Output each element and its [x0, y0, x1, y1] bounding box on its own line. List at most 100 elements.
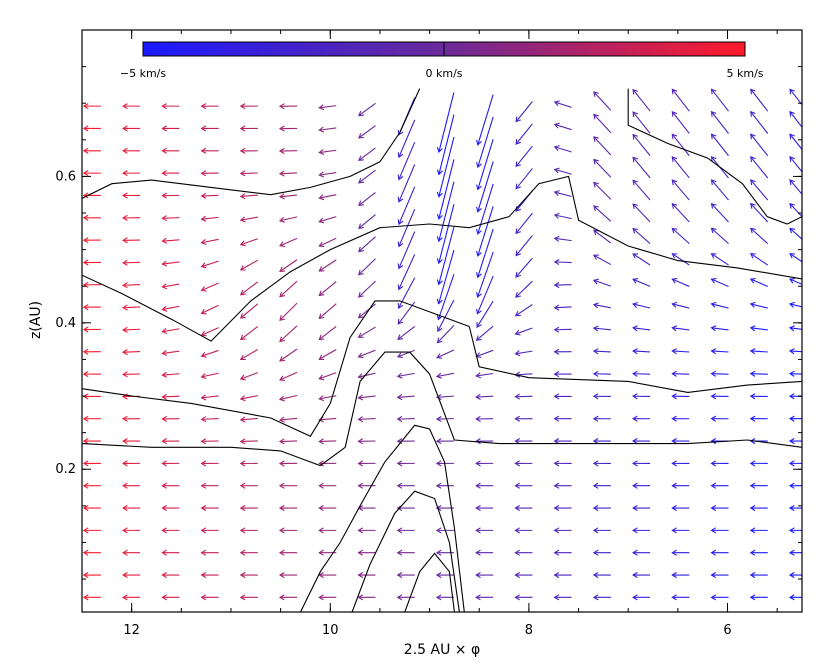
- velocity-arrow: [751, 279, 768, 287]
- velocity-arrow: [516, 168, 532, 188]
- velocity-arrow: [633, 461, 650, 466]
- velocity-arrow: [515, 528, 532, 533]
- velocity-arrow: [751, 89, 768, 111]
- velocity-arrow: [84, 327, 101, 332]
- velocity-arrow: [633, 112, 650, 133]
- colorbar-min-label: −5 km/s: [120, 67, 167, 80]
- velocity-arrow: [202, 171, 219, 176]
- velocity-arrow: [202, 216, 219, 221]
- velocity-arrow: [123, 550, 140, 555]
- arrow-shaft: [478, 95, 493, 145]
- velocity-arrow: [751, 349, 768, 354]
- velocity-arrow: [515, 439, 532, 444]
- velocity-arrow: [516, 213, 532, 233]
- velocity-arrow: [751, 550, 768, 555]
- arrow-shaft: [123, 285, 140, 286]
- arrow-shaft: [751, 180, 768, 200]
- velocity-arrow: [633, 394, 650, 399]
- velocity-arrow: [790, 279, 807, 287]
- velocity-arrow: [162, 216, 179, 221]
- velocity-arrow: [437, 595, 454, 600]
- velocity-arrow: [398, 573, 415, 578]
- velocity-arrow: [241, 528, 258, 533]
- arrow-shaft: [359, 259, 376, 275]
- velocity-arrow: [280, 483, 297, 488]
- velocity-arrow: [123, 595, 140, 600]
- arrow-shaft: [594, 92, 611, 110]
- arrow-shaft: [162, 396, 179, 397]
- velocity-arrow: [712, 228, 729, 243]
- velocity-arrow: [162, 306, 179, 311]
- velocity-arrow: [515, 573, 532, 578]
- velocity-arrow: [751, 595, 768, 600]
- arrow-shaft: [751, 374, 768, 375]
- velocity-arrow: [751, 416, 768, 421]
- arrow-shaft: [790, 112, 807, 134]
- velocity-arrow: [202, 373, 219, 378]
- velocity-arrow: [672, 204, 689, 222]
- velocity-arrow: [476, 483, 493, 488]
- velocity-arrow: [359, 192, 376, 205]
- velocity-arrow: [162, 595, 179, 600]
- arrow-shaft: [478, 206, 493, 256]
- velocity-arrow: [516, 305, 533, 316]
- velocity-arrow: [594, 439, 611, 444]
- velocity-arrow: [712, 416, 729, 421]
- velocity-arrow: [672, 302, 689, 308]
- velocity-arrow: [241, 373, 258, 380]
- velocity-arrow: [123, 148, 140, 153]
- velocity-arrow: [84, 171, 101, 176]
- velocity-arrow: [280, 303, 297, 320]
- velocity-arrow: [672, 134, 689, 155]
- velocity-arrow: [319, 573, 336, 578]
- velocity-arrow: [790, 439, 807, 444]
- velocity-arrow: [162, 439, 179, 444]
- arrow-shaft: [358, 419, 375, 420]
- velocity-arrow: [202, 550, 219, 555]
- velocity-arrow: [751, 461, 768, 466]
- arrow-shaft: [399, 142, 415, 179]
- velocity-arrow: [712, 394, 729, 399]
- arrow-shaft: [633, 351, 650, 352]
- arrow-shaft: [202, 195, 219, 196]
- velocity-arrow: [594, 371, 611, 376]
- velocity-arrow: [555, 573, 572, 578]
- velocity-arrow: [477, 95, 494, 145]
- velocity-arrow: [633, 595, 650, 600]
- velocity-arrow: [241, 282, 258, 295]
- arrow-shaft: [398, 326, 415, 339]
- arrow-shaft: [712, 112, 729, 134]
- arrow-shaft: [280, 441, 297, 442]
- arrow-shaft: [790, 89, 807, 111]
- contour-line: [82, 352, 802, 466]
- arrow-shaft: [594, 114, 611, 132]
- velocity-arrow: [398, 98, 415, 135]
- contour-line: [301, 425, 465, 612]
- velocity-arrow: [398, 350, 415, 357]
- velocity-arrow: [555, 260, 572, 265]
- velocity-arrow: [751, 573, 768, 578]
- velocity-arrow: [162, 550, 179, 555]
- velocity-arrow: [84, 104, 101, 109]
- velocity-arrow: [751, 528, 768, 533]
- velocity-arrow: [633, 349, 650, 354]
- velocity-arrow: [633, 573, 650, 578]
- velocity-arrow: [398, 187, 415, 224]
- velocity-arrow: [555, 168, 572, 174]
- velocity-arrow: [123, 171, 140, 176]
- velocity-arrow: [202, 305, 219, 314]
- velocity-arrow: [437, 573, 454, 578]
- velocity-arrow: [516, 328, 533, 335]
- velocity-arrow: [594, 326, 611, 331]
- velocity-arrow: [202, 483, 219, 488]
- velocity-arrow: [319, 149, 336, 154]
- velocity-arrow: [123, 126, 140, 131]
- velocity-arrow: [84, 461, 101, 466]
- velocity-arrow: [162, 350, 179, 355]
- arrow-shaft: [123, 352, 140, 353]
- y-tick-label: 0.4: [55, 316, 76, 331]
- velocity-arrow: [280, 439, 297, 444]
- velocity-arrow: [790, 483, 807, 488]
